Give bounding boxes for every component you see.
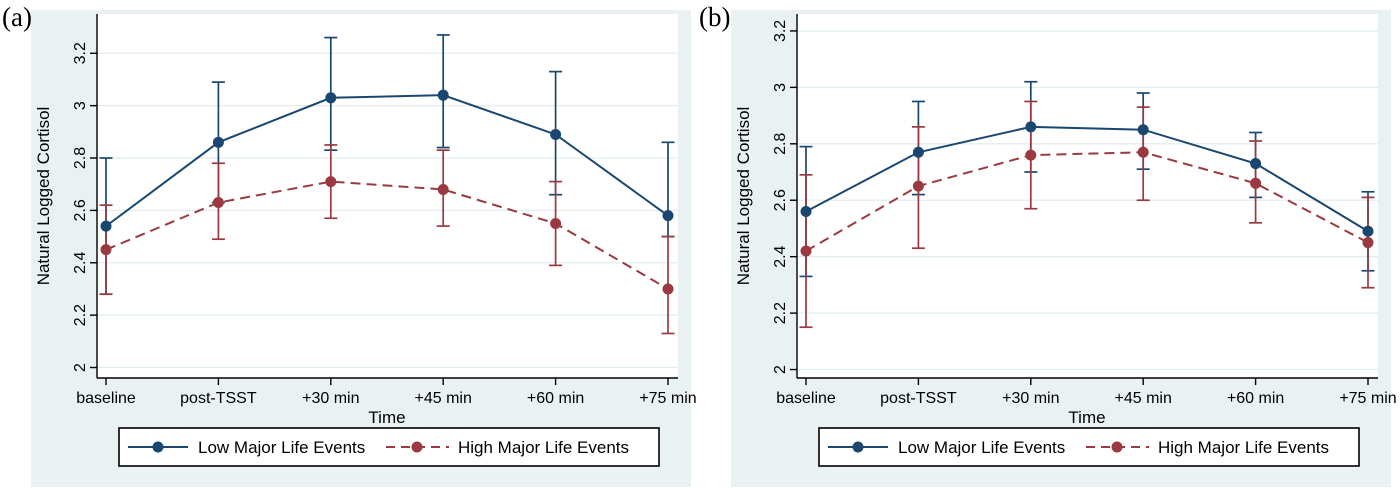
y-tick-label: 3.2 [772, 20, 789, 42]
x-tick-label: baseline [76, 390, 136, 407]
x-tick-label: +75 min [639, 390, 696, 407]
data-point [800, 245, 812, 257]
data-point [1025, 149, 1037, 161]
x-tick-label: +75 min [1339, 390, 1396, 407]
data-point [1362, 237, 1374, 249]
data-point [437, 183, 449, 195]
legend-label: High Major Life Events [1158, 438, 1329, 457]
panel-a-chart: 2 2.2 2.4 2.6 2.8 3 3.2 baseline post-TSST +30 mi… [31, 10, 697, 487]
y-tick-label: 2.2 [72, 304, 89, 326]
data-point [550, 128, 562, 140]
data-point [550, 217, 562, 229]
legend-label: Low Major Life Events [198, 438, 365, 457]
y-axis-title: Natural Logged Cortisol [734, 107, 753, 286]
data-point [1250, 177, 1262, 189]
data-point [1025, 121, 1037, 133]
panel-b-tag: (b) [699, 2, 731, 32]
x-tick-label: baseline [776, 390, 836, 407]
x-axis-title: Time [368, 408, 405, 427]
legend-marker [411, 441, 423, 453]
panel-b-plot: 2 2.2 2.4 2.6 2.8 3 3.2 baseline post-TSST +30 mi… [734, 14, 1397, 467]
series-line-dashed [105, 180, 669, 290]
data-point [662, 283, 674, 295]
panel-a-plot: 2 2.2 2.4 2.6 2.8 3 3.2 baseline post-TSST +30 mi… [34, 14, 697, 467]
series-line-dashed [805, 151, 1369, 252]
y-tick-label: 2 [72, 363, 89, 372]
x-tick-label: +60 min [527, 390, 584, 407]
y-tick-label: 3 [72, 101, 89, 110]
x-tick-label: +30 min [1002, 390, 1059, 407]
y-tick-label: 2.8 [72, 147, 89, 169]
data-point [325, 92, 337, 104]
y-tick-label: 3.2 [72, 42, 89, 64]
data-point [212, 197, 224, 209]
legend-label: Low Major Life Events [898, 438, 1065, 457]
data-point [325, 176, 337, 188]
x-tick-label: post-TSST [880, 390, 957, 407]
plot-area [97, 14, 678, 378]
x-tick-label: +30 min [302, 390, 359, 407]
series-line-solid [805, 125, 1369, 233]
data-point [1137, 146, 1149, 158]
data-point [912, 146, 924, 158]
y-tick-label: 2.2 [772, 302, 789, 324]
y-tick-label: 3 [772, 83, 789, 92]
data-point [912, 180, 924, 192]
data-point [212, 136, 224, 148]
legend-marker [152, 441, 164, 453]
panel-b-chart: 2 2.2 2.4 2.6 2.8 3 3.2 baseline post-TSST +30 mi… [731, 10, 1397, 487]
plot-area [797, 14, 1378, 378]
y-tick-label: 2 [772, 365, 789, 374]
x-tick-label: +45 min [1115, 390, 1172, 407]
legend-marker [1111, 441, 1123, 453]
y-tick-label: 2.4 [772, 245, 789, 267]
y-tick-label: 2.4 [72, 252, 89, 274]
series-line-solid [105, 94, 669, 227]
data-point [1137, 124, 1149, 136]
data-point [437, 89, 449, 101]
x-axis-title: Time [1068, 408, 1105, 427]
y-tick-label: 2.8 [772, 133, 789, 155]
data-point [100, 244, 112, 256]
panel-a-tag: (a) [2, 2, 32, 32]
data-point [100, 220, 112, 232]
x-tick-label: post-TSST [180, 390, 257, 407]
legend-label: High Major Life Events [458, 438, 629, 457]
y-tick-label: 2.6 [72, 199, 89, 221]
y-tick-label: 2.6 [772, 189, 789, 211]
y-axis-title: Natural Logged Cortisol [34, 107, 53, 286]
data-point [1250, 158, 1262, 170]
x-tick-label: +60 min [1227, 390, 1284, 407]
x-tick-label: +45 min [415, 390, 472, 407]
data-point [662, 210, 674, 222]
data-point [1362, 225, 1374, 237]
data-point [800, 206, 812, 218]
legend-marker [852, 441, 864, 453]
